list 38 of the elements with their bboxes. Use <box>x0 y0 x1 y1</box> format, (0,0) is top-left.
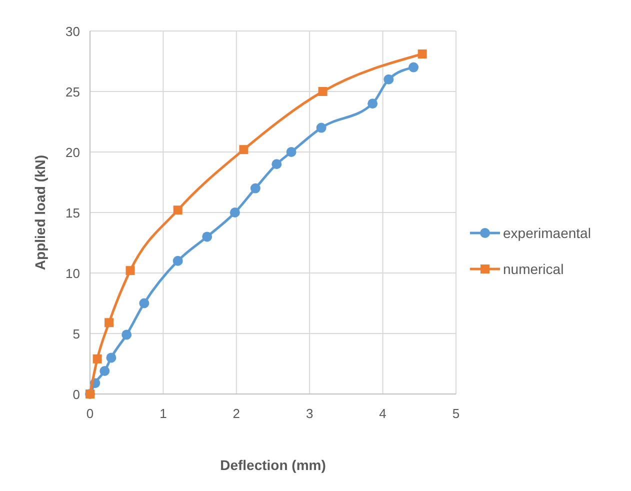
y-tick-label: 20 <box>66 145 80 160</box>
x-tick-label: 4 <box>379 406 386 421</box>
y-tick-label: 5 <box>72 326 80 342</box>
x-tick-label: 1 <box>160 406 167 421</box>
point <box>230 208 240 218</box>
point <box>104 318 114 328</box>
point <box>92 354 102 364</box>
x-tick-label: 3 <box>306 406 314 421</box>
legend-label: numerical <box>503 261 564 277</box>
y-tick-label: 10 <box>66 266 80 281</box>
point <box>122 330 132 340</box>
y-tick-label: 15 <box>66 206 80 220</box>
point <box>272 159 282 170</box>
point <box>100 366 110 376</box>
point <box>202 232 212 242</box>
point <box>172 256 183 266</box>
point <box>126 266 135 276</box>
point <box>316 122 326 133</box>
point <box>286 147 296 157</box>
y-tick-label: 0 <box>72 387 80 402</box>
y-axis-title: Applied load (kN) <box>32 154 48 270</box>
x-tick-label: 2 <box>232 406 240 421</box>
x-axis-title: Deflection (mm) <box>220 457 326 473</box>
point <box>384 74 394 84</box>
x-tick-label: 0 <box>86 406 94 421</box>
point <box>173 206 182 215</box>
legend-label: experimaental <box>503 225 591 241</box>
y-tick-label: 30 <box>66 24 80 39</box>
point <box>106 352 116 363</box>
point <box>318 87 328 96</box>
point <box>250 183 260 194</box>
point <box>418 49 427 58</box>
point <box>239 145 248 154</box>
point <box>139 298 150 308</box>
x-tick-label: 5 <box>452 406 460 421</box>
point <box>408 62 419 72</box>
y-tick-label: 25 <box>66 84 80 100</box>
point <box>368 98 378 109</box>
